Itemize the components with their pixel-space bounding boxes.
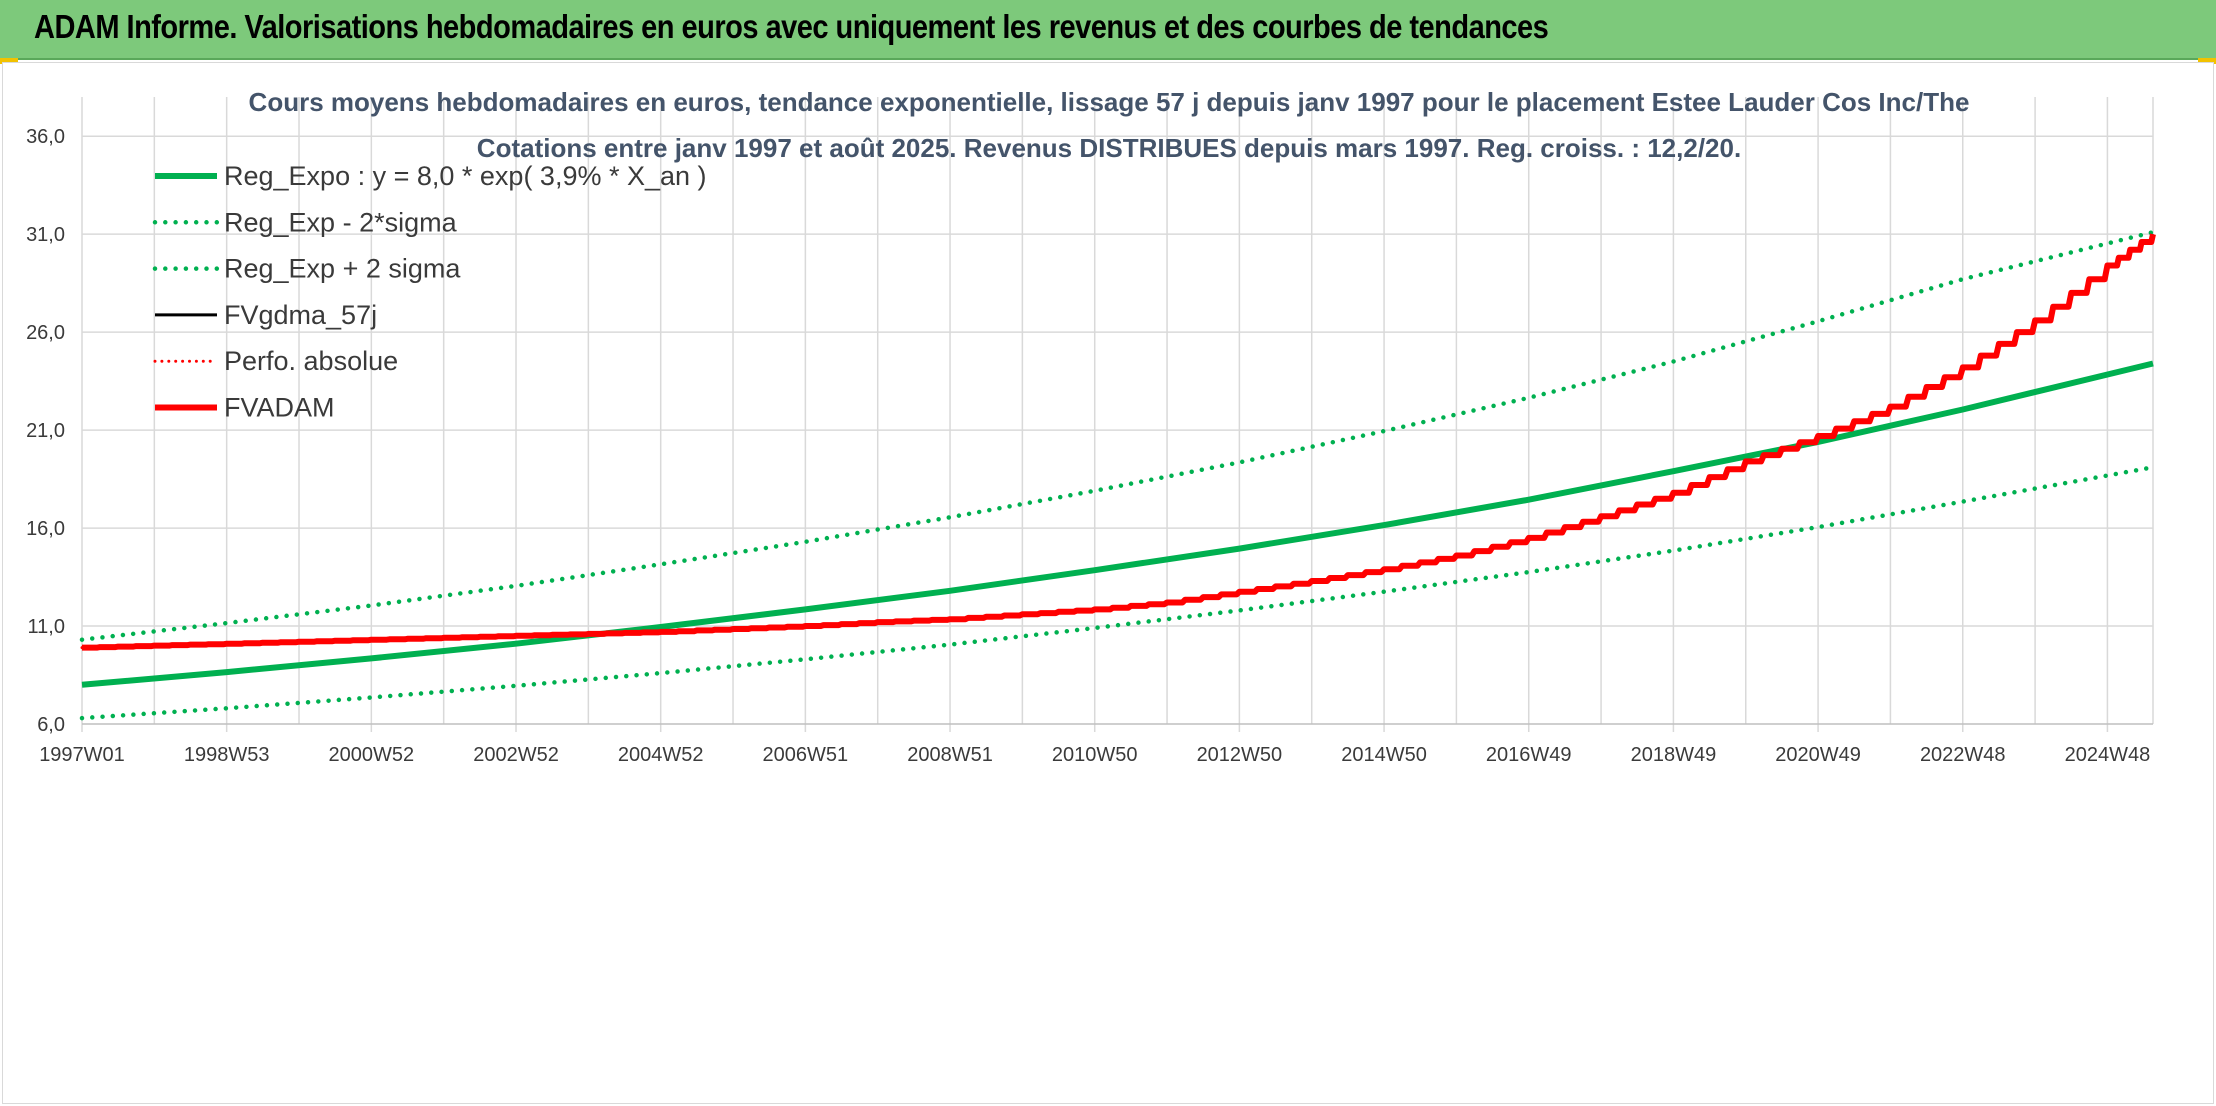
- x-tick-label: 1998W53: [184, 744, 270, 766]
- y-tick-label: 16,0: [26, 518, 65, 540]
- legend-label-2: Reg_Exp + 2 sigma: [224, 254, 461, 284]
- x-tick-labels: 1997W01 1998W53 2000W52 2002W52 2004W52 2006W…: [39, 744, 2150, 766]
- series-line-5: [82, 233, 2156, 651]
- x-tick-label: 2006W51: [763, 744, 849, 766]
- y-tick-label: 26,0: [26, 322, 65, 344]
- chart-title-line2: Cotations entre janv 1997 et août 2025. …: [477, 133, 1741, 163]
- x-tick-label: 2008W51: [907, 744, 993, 766]
- x-tick-label: 2024W48: [2065, 744, 2151, 766]
- chart-title-line1: Cours moyens hebdomadaires en euros, ten…: [249, 87, 1970, 117]
- chart-area: 6,0 11,0 16,0 21,0 26,0 31,0 36,0 1997W01 1998W…: [2, 62, 2214, 1104]
- x-tick-label: 1997W01: [39, 744, 125, 766]
- report-title: ADAM Informe. Valorisations hebdomadaire…: [34, 8, 1549, 45]
- series-line-4: [80, 232, 2155, 650]
- series-line-3: [82, 233, 2155, 650]
- x-tick-label: 2004W52: [618, 744, 704, 766]
- x-tick-label: 2002W52: [473, 744, 559, 766]
- x-tick-label: 2000W52: [329, 744, 415, 766]
- series-line-1: [79, 465, 2156, 721]
- x-tick-label: 2016W49: [1486, 744, 1572, 766]
- line-chart: 6,0 11,0 16,0 21,0 26,0 31,0 36,0 1997W01 1998W…: [26, 87, 2156, 766]
- x-tick-label: 2010W50: [1052, 744, 1138, 766]
- report-header: ADAM Informe. Valorisations hebdomadaire…: [0, 0, 2216, 60]
- y-tick-label: 36,0: [26, 126, 65, 148]
- y-tick-label: 21,0: [26, 420, 65, 442]
- corner-marker-right: [2198, 58, 2216, 64]
- y-tick-label: 11,0: [28, 616, 65, 638]
- corner-marker-left: [0, 58, 18, 64]
- series-line-0: [81, 360, 2154, 688]
- legend-label-0: Reg_Expo : y = 8,0 * exp( 3,9% * X_an ): [224, 161, 707, 191]
- legend-label-1: Reg_Exp - 2*sigma: [224, 207, 458, 237]
- series-layer: [79, 229, 2156, 721]
- y-tick-label: 31,0: [26, 224, 65, 246]
- x-tick-label: 2018W49: [1631, 744, 1717, 766]
- x-tick-label: 2022W48: [1920, 744, 2006, 766]
- legend-label-5: FVADAM: [224, 393, 335, 423]
- y-tick-labels: 6,0 11,0 16,0 21,0 26,0 31,0 36,0: [26, 126, 65, 736]
- x-tick-label: 2020W49: [1775, 744, 1861, 766]
- x-tick-label: 2012W50: [1197, 744, 1283, 766]
- x-tick-label: 2014W50: [1341, 744, 1427, 766]
- legend: Reg_Expo : y = 8,0 * exp( 3,9% * X_an ) R…: [152, 161, 707, 423]
- y-tick-label: 6,0: [37, 714, 65, 736]
- legend-label-4: Perfo. absolue: [224, 346, 398, 376]
- legend-label-3: FVgdma_57j: [224, 300, 377, 330]
- series-line-2: [79, 229, 2156, 642]
